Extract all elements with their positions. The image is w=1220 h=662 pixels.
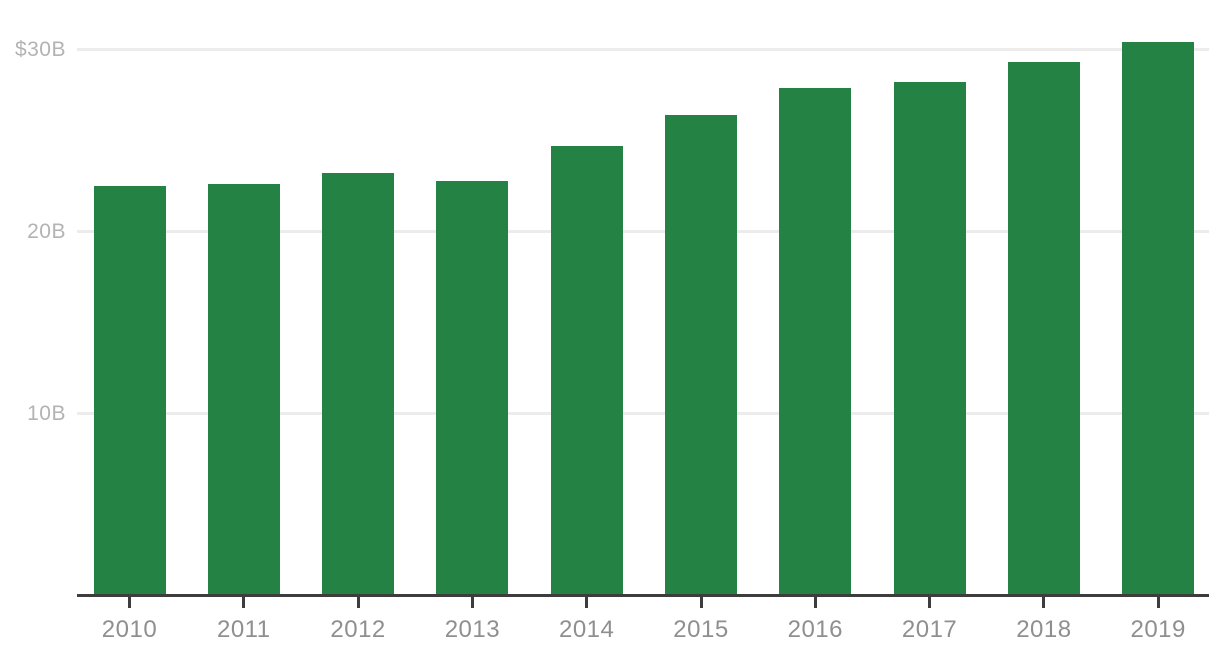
gridline [77,412,1209,415]
bar-2014 [550,145,623,597]
bar-2010 [93,186,166,597]
bar-2013 [436,180,509,597]
gridline [77,230,1209,233]
x-axis-tick [585,597,589,608]
x-axis-tick-label: 2017 [901,616,958,643]
x-axis-tick [1156,597,1160,608]
y-axis-tick-label: 10B [27,401,66,425]
x-axis-tick [128,597,131,608]
x-axis-tick-label: 2018 [1016,616,1072,643]
x-axis-tick [928,597,932,608]
x-axis-tick-label: 2015 [673,616,729,643]
x-axis-tick-label: 2012 [330,616,386,643]
bar-2011 [207,184,280,597]
x-axis-tick [356,597,360,608]
x-axis-tick-label: 2016 [787,616,843,643]
bar-2012 [322,173,395,597]
x-axis-tick-label: 2014 [558,616,615,643]
x-axis-tick-label: 2011 [216,616,271,643]
x-axis-tick-label: 2013 [444,616,501,643]
bar-2019 [1122,42,1195,597]
gridline [77,48,1209,51]
x-axis-tick [699,597,703,608]
y-axis-tick-label: 20B [27,219,66,243]
bar-2015 [665,115,737,597]
x-axis-tick [242,597,246,608]
bar-2018 [1007,62,1080,597]
bar-2016 [779,87,852,597]
x-axis-tick-label: 2010 [101,616,158,643]
x-axis-tick [470,597,474,608]
x-axis-tick [1042,597,1046,608]
bar-2017 [893,82,966,597]
x-axis-tick [813,597,817,608]
x-axis-tick-label: 2019 [1130,616,1186,643]
x-axis-line [77,594,1209,597]
y-axis-tick-label: $30B [14,37,66,61]
